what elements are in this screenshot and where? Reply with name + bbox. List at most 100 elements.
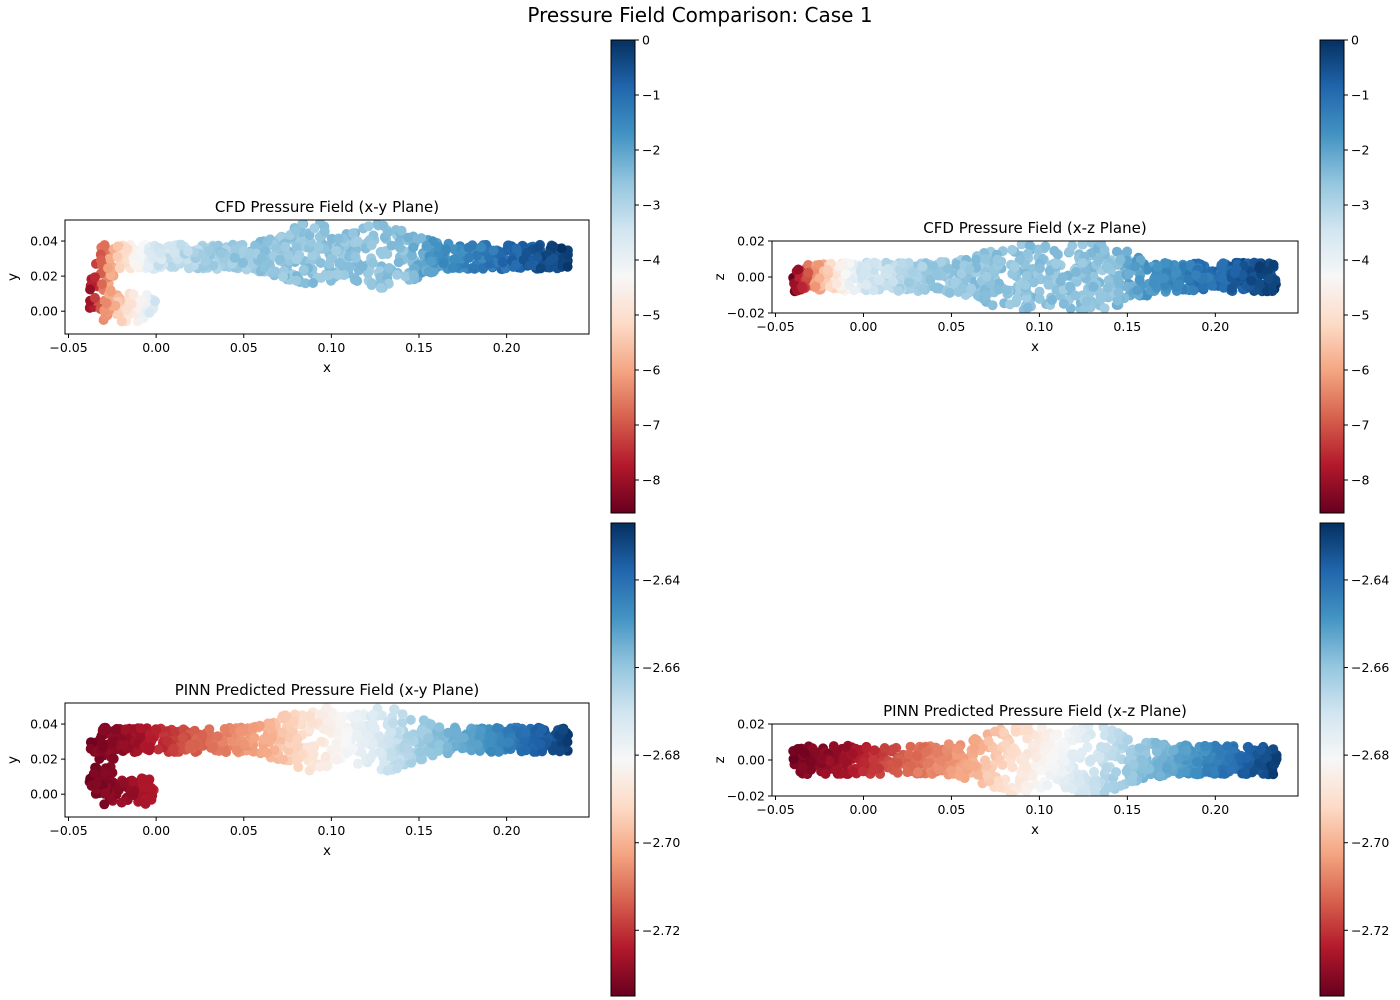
scatter-point [284, 732, 295, 743]
scatter-point [308, 278, 318, 288]
scatter-point [1174, 753, 1184, 764]
colorbar-tick-label: −6 [642, 363, 660, 378]
x-tick-label: 0.20 [1201, 802, 1229, 817]
scatter-point [99, 799, 110, 810]
scatter-point [1192, 756, 1202, 767]
scatter-point [189, 725, 200, 736]
colorbar-tick-label: −2.66 [642, 660, 680, 675]
y-axis-label: y [5, 273, 21, 281]
scatter-point [357, 261, 368, 272]
scatter-point [377, 739, 388, 750]
scatter-point [110, 300, 121, 311]
scatter-point [1111, 246, 1122, 257]
scatter-point [177, 732, 188, 743]
scatter-point [368, 739, 379, 750]
colorbar-tick-label: −1 [1351, 88, 1369, 103]
scatter-point [262, 747, 272, 758]
scatter-point [104, 253, 115, 264]
scatter-point [983, 736, 994, 747]
scatter-point [136, 773, 147, 784]
scatter-point [1049, 751, 1060, 762]
scatter-point [859, 756, 870, 767]
scatter-point [392, 763, 403, 774]
scatter-point [1218, 282, 1229, 293]
scatter-point [1030, 739, 1041, 750]
scatter-point [427, 750, 438, 761]
scatter-point [440, 244, 451, 255]
colorbar-tick-label: −3 [642, 198, 660, 213]
scatter-point [1246, 275, 1257, 286]
scatter-point [1268, 259, 1279, 270]
scatter-point [1268, 769, 1279, 780]
scatter-point [1035, 263, 1045, 274]
scatter-point [216, 248, 227, 259]
scatter-point [861, 279, 872, 290]
scatter-point [535, 263, 546, 274]
scatter-point [169, 743, 179, 754]
scatter-point [375, 282, 386, 293]
scatter-point [314, 761, 325, 772]
scatter-point [1023, 725, 1034, 736]
y-tick-label: 0.00 [737, 270, 765, 285]
scatter-point [97, 725, 108, 736]
scatter-point [150, 296, 160, 307]
scatter-point [987, 300, 998, 311]
scatter-point [368, 709, 379, 720]
scatter-point [367, 258, 378, 268]
colorbar-tick-label: −2.64 [642, 572, 680, 587]
scatter-point [912, 767, 923, 778]
scatter-point [416, 233, 427, 244]
scatter-point [207, 743, 218, 754]
scatter-point [993, 284, 1004, 295]
scatter-point [184, 263, 194, 274]
scatter-point [1075, 778, 1086, 789]
colorbar-tick-label: −2.70 [1351, 835, 1389, 850]
scatter-point [1027, 770, 1038, 781]
scatter-point [348, 743, 359, 754]
scatter-point [402, 742, 413, 753]
scatter-point [972, 769, 983, 780]
scatter-point [471, 250, 482, 261]
colorbar-gradient [1319, 39, 1345, 514]
scatter-point [917, 283, 928, 294]
scatter-point [1171, 267, 1182, 278]
scatter-point [1081, 733, 1091, 744]
scatter-point [1070, 725, 1080, 736]
scatter-point [423, 732, 434, 743]
subplot-1: −0.05 0.00 0.05 0.10 0.15 0.20 0.00 0.02 0.04 CFD… [5, 33, 660, 514]
scatter-point [90, 272, 100, 283]
scatter-point [931, 270, 942, 280]
scatter-point [262, 236, 273, 247]
scatter-point [892, 758, 903, 769]
scatter-point [932, 748, 943, 759]
scatter-point [388, 718, 398, 729]
scatter-point [1152, 759, 1163, 769]
scatter-point [403, 232, 414, 243]
scatter-point [151, 724, 161, 735]
scatter-point [127, 776, 138, 787]
scatter-point [1134, 743, 1145, 754]
scatter-point [1123, 269, 1134, 280]
scatter-point [838, 753, 849, 764]
scatter-point [1259, 752, 1270, 763]
x-tick-label: 0.10 [1025, 319, 1053, 334]
scatter-point [144, 307, 155, 318]
scatter-point [129, 786, 140, 797]
scatter-point [277, 727, 288, 738]
scatter-point [1034, 286, 1045, 297]
x-tick-label: 0.20 [493, 340, 521, 355]
scatter-point [1059, 775, 1070, 786]
scatter-point [860, 267, 871, 277]
scatter-point [558, 725, 569, 736]
colorbar-gradient [610, 522, 636, 997]
scatter-point [291, 254, 302, 265]
scatter-point [283, 250, 294, 261]
scatter-points [84, 703, 573, 810]
scatter-point [840, 269, 851, 279]
x-tick-label: 0.00 [142, 340, 170, 355]
scatter-point [1255, 261, 1266, 272]
x-tick-label: −0.05 [756, 802, 794, 817]
x-tick-label: 0.15 [405, 340, 433, 355]
scatter-point [1190, 767, 1201, 778]
scatter-point [1020, 280, 1031, 291]
